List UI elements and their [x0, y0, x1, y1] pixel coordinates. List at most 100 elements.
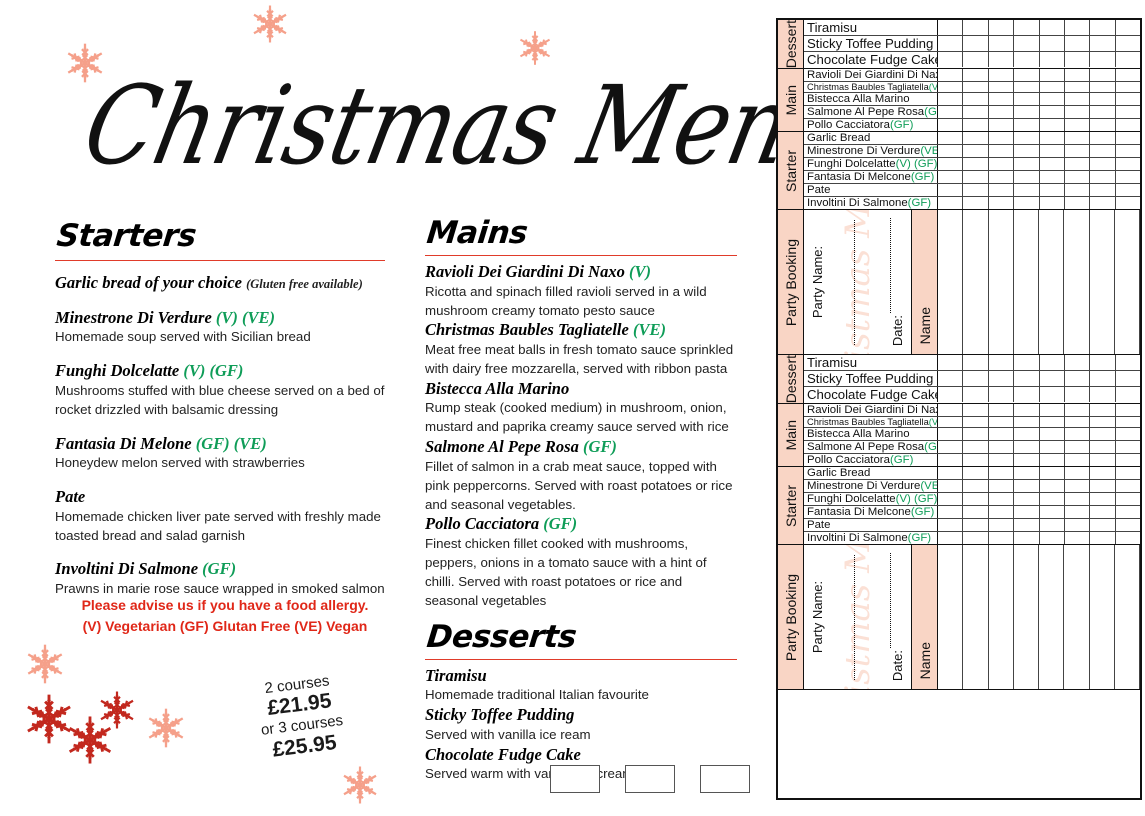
tick-cell[interactable]: [963, 417, 989, 428]
tick-cell[interactable]: [1014, 480, 1040, 493]
tick-cell[interactable]: [1116, 387, 1140, 402]
tick-cell[interactable]: [989, 93, 1015, 106]
tick-cell[interactable]: [1116, 20, 1140, 35]
tick-cell[interactable]: [1014, 158, 1040, 171]
tick-cell[interactable]: [1090, 480, 1116, 493]
tick-cell[interactable]: [938, 519, 964, 532]
tick-cell[interactable]: [989, 417, 1015, 428]
tick-cell[interactable]: [938, 355, 964, 371]
tick-cell[interactable]: [989, 371, 1015, 387]
tick-cell[interactable]: [963, 404, 989, 417]
tick-cell[interactable]: [1040, 387, 1065, 403]
tick-cell[interactable]: [963, 454, 989, 467]
tick-cell[interactable]: [1065, 371, 1091, 387]
tick-cell[interactable]: [1014, 441, 1040, 454]
tick-cell[interactable]: [1040, 158, 1065, 171]
tick-cell[interactable]: [938, 171, 964, 184]
tick-cell[interactable]: [1116, 82, 1140, 92]
tick-cell[interactable]: [1116, 519, 1140, 531]
tick-cell[interactable]: [1014, 506, 1040, 519]
tick-cell[interactable]: [1116, 454, 1140, 466]
tick-cell[interactable]: [963, 493, 989, 506]
tick-cell[interactable]: [963, 52, 989, 67]
tick-cell[interactable]: [1115, 545, 1140, 690]
tick-box[interactable]: [625, 765, 675, 793]
tick-cell[interactable]: [1116, 467, 1140, 479]
tick-cell[interactable]: [938, 119, 964, 132]
tick-cell[interactable]: [1039, 210, 1065, 355]
tick-cell[interactable]: [1039, 545, 1065, 690]
tick-cell[interactable]: [963, 467, 989, 480]
tick-cell[interactable]: [1090, 52, 1116, 67]
tick-cell[interactable]: [1090, 20, 1116, 35]
tick-cell[interactable]: [1040, 506, 1065, 519]
tick-cell[interactable]: [938, 197, 964, 210]
tick-cell[interactable]: [1090, 82, 1116, 93]
tick-cell[interactable]: [1065, 119, 1091, 132]
tick-cell[interactable]: [1116, 197, 1140, 209]
tick-cell[interactable]: [1090, 36, 1116, 51]
tick-cell[interactable]: [963, 371, 989, 387]
tick-cell[interactable]: [1065, 93, 1091, 106]
tick-cell[interactable]: [1040, 355, 1065, 371]
tick-cell[interactable]: [1065, 467, 1091, 480]
tick-cell[interactable]: [1116, 493, 1140, 505]
tick-cell[interactable]: [1116, 93, 1140, 105]
tick-cell[interactable]: [1040, 132, 1065, 145]
tick-cell[interactable]: [1014, 404, 1040, 417]
tick-cell[interactable]: [1040, 480, 1065, 493]
tick-cell[interactable]: [989, 20, 1015, 35]
tick-cell[interactable]: [938, 145, 964, 158]
tick-cell[interactable]: [938, 132, 964, 145]
tick-cell[interactable]: [989, 106, 1015, 119]
tick-cell[interactable]: [1065, 532, 1091, 545]
tick-cell[interactable]: [1116, 132, 1140, 144]
tick-cell[interactable]: [1065, 404, 1091, 417]
tick-cell[interactable]: [1115, 210, 1140, 355]
tick-cell[interactable]: [1116, 184, 1140, 196]
tick-cell[interactable]: [989, 506, 1015, 519]
tick-cell[interactable]: [963, 82, 989, 93]
tick-cell[interactable]: [1090, 404, 1116, 417]
tick-cell[interactable]: [989, 210, 1014, 355]
tick-cell[interactable]: [938, 506, 964, 519]
tick-cell[interactable]: [1065, 417, 1091, 428]
tick-cell[interactable]: [989, 197, 1015, 210]
tick-cell[interactable]: [1090, 145, 1116, 158]
tick-cell[interactable]: [938, 404, 964, 417]
tick-cell[interactable]: [1040, 417, 1065, 428]
tick-cell[interactable]: [1065, 171, 1091, 184]
tick-cell[interactable]: [1014, 532, 1040, 545]
tick-cell[interactable]: [963, 145, 989, 158]
tick-cell[interactable]: [989, 36, 1015, 51]
tick-cell[interactable]: [1090, 210, 1115, 355]
tick-cell[interactable]: [1014, 69, 1040, 82]
tick-cell[interactable]: [1040, 52, 1065, 67]
tick-cell[interactable]: [1065, 454, 1091, 467]
tick-cell[interactable]: [963, 428, 989, 441]
tick-cell[interactable]: [1090, 171, 1116, 184]
tick-cell[interactable]: [1040, 69, 1065, 82]
tick-cell[interactable]: [1040, 467, 1065, 480]
tick-cell[interactable]: [963, 355, 989, 371]
tick-cell[interactable]: [989, 119, 1015, 132]
tick-cell[interactable]: [1090, 454, 1116, 467]
tick-cell[interactable]: [989, 428, 1015, 441]
tick-cell[interactable]: [1040, 493, 1065, 506]
tick-cell[interactable]: [1116, 417, 1140, 427]
tick-cell[interactable]: [989, 69, 1015, 82]
tick-cell[interactable]: [1040, 93, 1065, 106]
tick-cell[interactable]: [989, 184, 1015, 197]
tick-cell[interactable]: [1014, 106, 1040, 119]
tick-cell[interactable]: [1014, 355, 1040, 371]
tick-cell[interactable]: [1040, 119, 1065, 132]
tick-cell[interactable]: [1014, 119, 1040, 132]
tick-cell[interactable]: [1014, 36, 1040, 51]
tick-cell[interactable]: [1064, 545, 1090, 690]
tick-cell[interactable]: [938, 417, 964, 428]
tick-cell[interactable]: [1116, 480, 1140, 492]
tick-cell[interactable]: [963, 132, 989, 145]
tick-cell[interactable]: [938, 441, 964, 454]
tick-cell[interactable]: [1040, 36, 1065, 51]
tick-cell[interactable]: [938, 20, 964, 35]
